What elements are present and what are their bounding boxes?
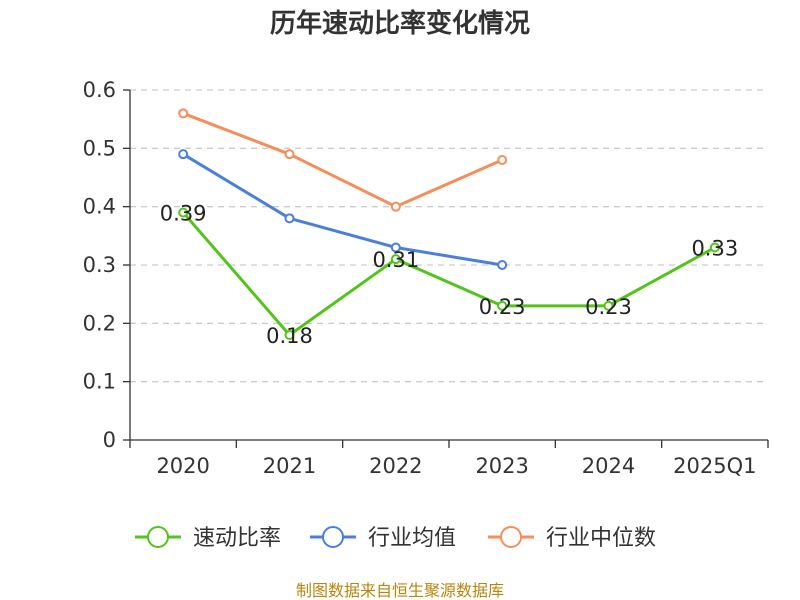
data-label: 0.31 (372, 248, 419, 272)
data-label: 0.23 (479, 295, 526, 319)
data-label: 0.18 (266, 324, 313, 348)
data-point (284, 330, 295, 340)
y-tick-label: 0.1 (83, 370, 116, 394)
data-labels: 0.39 0.18 0.31 0.23 0.23 0.33 (160, 202, 738, 349)
legend-marker (322, 526, 344, 548)
legend-marker (500, 526, 522, 548)
data-point (178, 108, 189, 119)
legend-label: 行业中位数 (546, 526, 656, 551)
x-tick-label: 2020 (156, 454, 209, 478)
legend-marker (147, 526, 169, 548)
source-note: 制图数据来自恒生聚源数据库 (296, 581, 504, 600)
x-tick-label: 2025Q1 (673, 454, 756, 478)
data-label: 0.23 (585, 295, 632, 319)
data-point (497, 300, 508, 311)
data-point (709, 242, 720, 253)
x-tick-label: 2021 (263, 454, 316, 478)
series-line-0 (182, 211, 716, 337)
y-tick-label: 0.3 (83, 253, 116, 277)
chart-title: 历年速动比率变化情况 (270, 8, 530, 39)
data-point (390, 201, 401, 212)
series-line-2 (182, 111, 503, 209)
y-tick-label: 0.6 (83, 78, 116, 102)
legend: 速动比率 行业均值 行业中位数 (135, 526, 656, 551)
data-point (178, 149, 189, 160)
data-point (497, 155, 508, 165)
series-group (178, 108, 720, 340)
data-label: 0.33 (691, 237, 738, 261)
data-label: 0.39 (160, 202, 207, 226)
x-tick-label: 2023 (475, 454, 528, 478)
grid-lines (130, 89, 763, 383)
y-tick-label: 0.4 (83, 195, 116, 219)
y-tick-label: 0.2 (83, 311, 116, 335)
y-tick-label: 0.5 (83, 136, 116, 160)
data-point (284, 149, 295, 160)
data-point (284, 213, 295, 224)
x-tick-label: 2024 (582, 454, 635, 478)
data-point (178, 207, 189, 218)
legend-label: 速动比率 (193, 526, 281, 551)
data-point (497, 260, 508, 270)
data-point (390, 254, 401, 265)
axes: 0 0.1 0.2 0.3 0.4 0.5 0.6 2020 2021 2022 2023 2024 2… (83, 78, 769, 478)
data-point (603, 300, 614, 311)
data-point (390, 242, 401, 253)
x-tick-label: 2022 (369, 454, 422, 478)
series-line-1 (182, 152, 503, 267)
y-tick-label: 0 (103, 428, 116, 452)
legend-label: 行业均值 (368, 526, 456, 551)
